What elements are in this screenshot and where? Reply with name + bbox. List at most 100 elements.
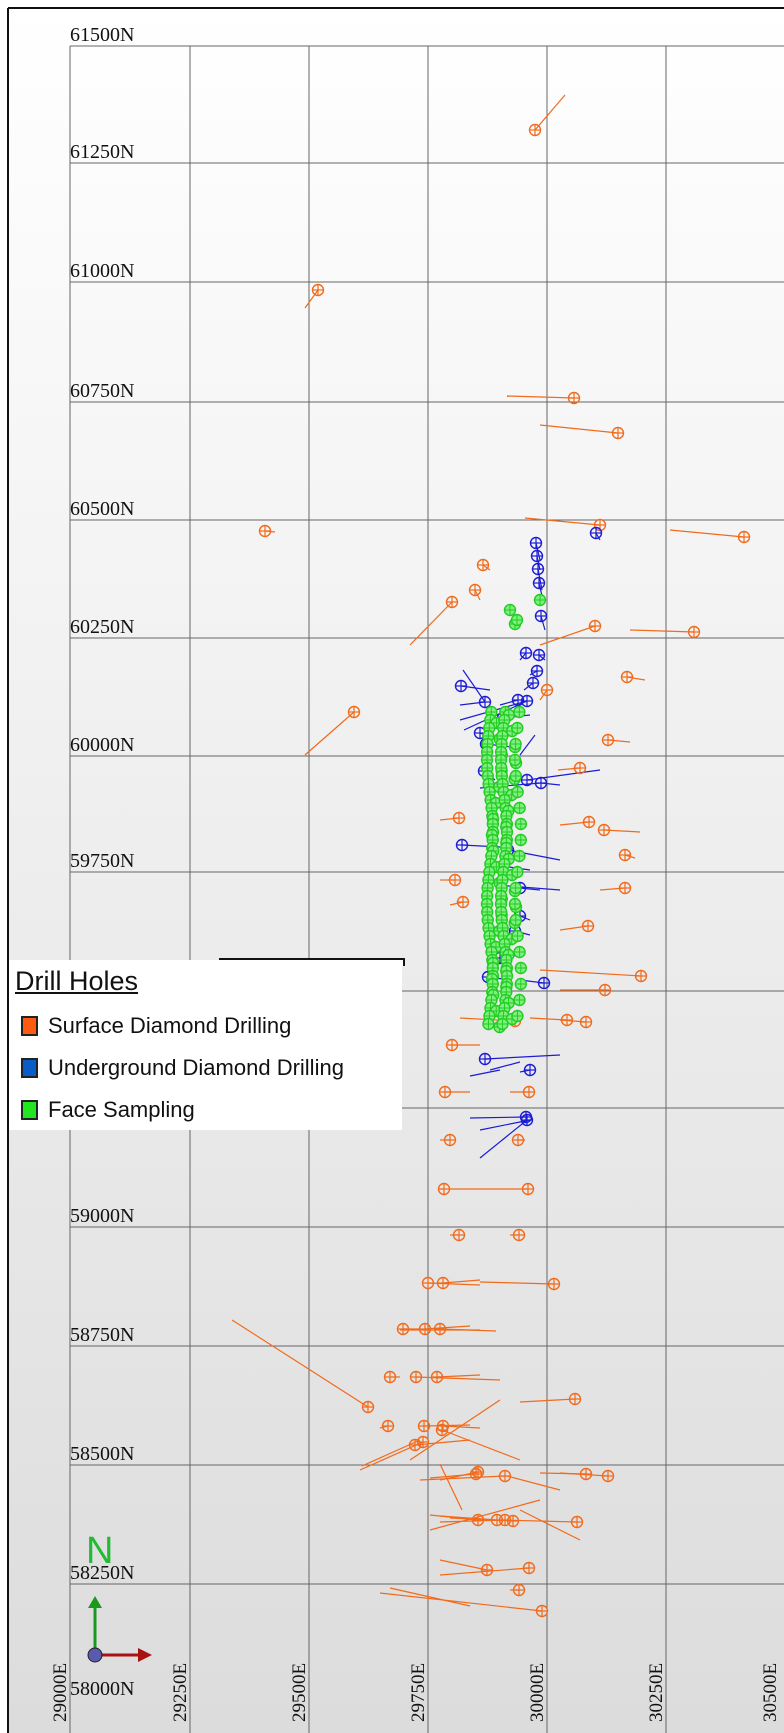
drillhole-trace	[538, 654, 546, 661]
drillhole-trace	[629, 629, 695, 633]
orange-collar-icon	[581, 919, 595, 933]
orange-collar-icon	[687, 625, 701, 639]
drillhole-trace	[304, 289, 319, 309]
green-collar-icon	[513, 945, 526, 959]
green-collar-icon	[513, 705, 526, 719]
orange-collar-icon	[443, 1133, 457, 1147]
drillhole-trace	[489, 1061, 521, 1071]
blue-collar-icon	[589, 526, 603, 540]
orange-collar-icon	[383, 1370, 397, 1384]
drillhole-trace	[535, 542, 541, 561]
drillhole-trace	[429, 1473, 477, 1479]
drillhole-trace	[439, 1463, 463, 1511]
orange-collar-icon	[438, 1085, 452, 1099]
drillhole-trace	[427, 1282, 481, 1286]
drillhole-trace	[484, 1054, 561, 1060]
orange-collar-icon	[448, 873, 462, 887]
blue-collar-icon	[478, 1052, 492, 1066]
northing-labels: 61500N 61250N 61000N 60750N 60500N 60250N 6000…	[70, 24, 134, 1700]
green-collar-icon	[509, 769, 523, 783]
easting-label: 30000E	[527, 1663, 548, 1722]
orange-collar-icon	[618, 848, 632, 862]
legend-label-face: Face Sampling	[48, 1097, 195, 1122]
orange-collar-icon	[579, 1015, 593, 1029]
blue-collar-icon	[530, 549, 544, 563]
green-collar-icon	[508, 897, 522, 911]
drillhole-trace	[539, 969, 642, 977]
blue-collar-icon	[529, 536, 543, 550]
orange-collar-icon	[522, 1085, 536, 1099]
green-collar-icon	[511, 721, 524, 735]
orange-collar-icon	[445, 595, 459, 609]
blue-collar-icon	[454, 679, 468, 693]
drillhole-trace	[415, 1376, 501, 1381]
blue-collar-icon	[531, 562, 545, 576]
northing-label: 60500N	[70, 498, 134, 520]
orange-collar-icon	[476, 558, 490, 572]
orange-collar-icon	[435, 1423, 449, 1437]
orange-collar-icon	[258, 524, 272, 538]
green-collar-icon	[514, 817, 528, 831]
drillhole-trace	[359, 1441, 424, 1471]
drillhole-trace	[231, 1319, 369, 1408]
orange-collar-icon	[396, 1322, 410, 1336]
easting-label: 30500E	[760, 1663, 781, 1722]
easting-label: 29250E	[170, 1663, 191, 1722]
legend-item-face: Face Sampling	[21, 1095, 195, 1125]
drillhole-trace	[559, 925, 589, 931]
orange-collar-icon	[601, 733, 615, 747]
orange-collar-icon	[521, 1182, 535, 1196]
orange-collar-icon	[347, 705, 361, 719]
orange-collar-icon	[620, 670, 634, 684]
blue-collar-icon	[537, 976, 551, 990]
northing-label: 58000N	[70, 1678, 134, 1700]
drillhole-trace	[537, 568, 543, 591]
orange-collar-icon	[456, 895, 470, 909]
easting-label: 29500E	[289, 1663, 310, 1722]
green-collar-icon	[513, 993, 526, 1007]
orange-collar-icon	[471, 1513, 485, 1527]
legend-item-underground: Underground Diamond Drilling	[21, 1053, 344, 1083]
green-collar-icon	[508, 753, 522, 767]
orange-collar-icon	[522, 1561, 536, 1575]
orange-collar-icon	[535, 1604, 549, 1618]
blue-collar-icon	[532, 576, 546, 590]
orange-collar-icon	[480, 1563, 494, 1577]
orange-collar-icon	[568, 1392, 582, 1406]
green-collar-icon	[533, 593, 547, 607]
blue-collar-icon	[526, 676, 540, 690]
northing-label: 61250N	[70, 141, 134, 163]
green-collar-icon	[513, 801, 526, 815]
orange-collar-icon	[579, 1467, 593, 1481]
drillhole-trace	[424, 1325, 471, 1330]
orange-collar-icon	[437, 1182, 451, 1196]
drillhole-trace	[469, 1116, 527, 1119]
green-collar-icon	[510, 613, 524, 627]
drillhole-trace	[389, 1587, 471, 1607]
orange-collar-icon	[601, 1469, 615, 1483]
underground-swatch-icon	[21, 1058, 38, 1078]
drillhole-trace	[409, 601, 453, 646]
blue-collar-icon	[519, 646, 533, 660]
orange-collar-icon	[570, 1515, 584, 1529]
drillhole-trace	[304, 711, 355, 756]
orange-collar-icon	[361, 1400, 375, 1414]
orange-collar-icon	[311, 283, 325, 297]
blue-collar-icon	[520, 773, 534, 787]
orange-collar-icon	[582, 815, 596, 829]
blue-collar-icon	[478, 695, 492, 709]
green-collar-icon	[503, 603, 517, 617]
blue-collar-icon	[532, 648, 546, 662]
drillhole-trace	[439, 1559, 488, 1571]
orange-collar-icon	[421, 1276, 435, 1290]
green-collar-icon	[482, 1017, 495, 1031]
green-collar-icon	[509, 881, 522, 895]
drillhole-trace	[519, 652, 527, 661]
drillhole-trace	[482, 564, 491, 571]
drillhole-trace	[462, 669, 486, 703]
drillhole-trace	[539, 424, 619, 434]
orange-collar-icon	[452, 811, 466, 825]
orange-collar-icon	[468, 583, 482, 597]
orange-collar-icon	[452, 1228, 466, 1242]
